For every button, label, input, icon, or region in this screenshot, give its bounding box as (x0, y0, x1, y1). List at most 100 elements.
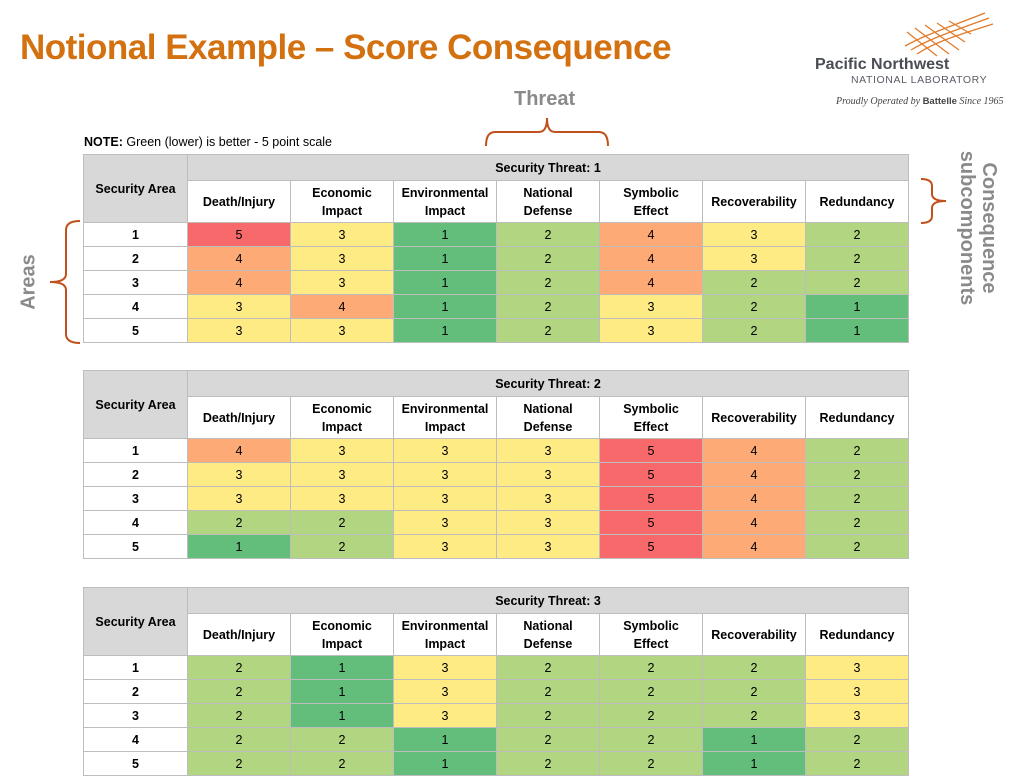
score-cell: 2 (496, 246, 600, 271)
score-cell: 2 (496, 318, 600, 343)
column-header-line: Symbolic (623, 618, 679, 633)
security-area-header: Security Area (83, 587, 188, 656)
score-cell: 3 (496, 534, 600, 559)
column-header-line: Symbolic (623, 401, 679, 416)
score-cell: 3 (290, 270, 394, 295)
score-cell: 1 (187, 534, 291, 559)
column-header-line: Redundancy (819, 627, 895, 642)
score-cell: 2 (496, 727, 600, 752)
score-cell: 2 (290, 727, 394, 752)
score-cell: 4 (702, 438, 806, 463)
score-cell: 3 (496, 510, 600, 535)
score-cell: 1 (393, 270, 497, 295)
consequence-annotation: Consequence subcomponents (956, 151, 1000, 305)
column-header-line: Effect (633, 419, 669, 434)
consequence-line1: Consequence (978, 162, 1000, 294)
score-cell: 1 (393, 751, 497, 776)
logo-operated-suffix: Since 1965 (959, 96, 1004, 107)
score-table-threat-2: Security Area Security Threat: 2 Death/Inj… (83, 370, 909, 559)
threat-header: Security Threat: 1 (187, 154, 909, 181)
score-cell: 2 (290, 510, 394, 535)
column-header-line: National (523, 185, 573, 200)
column-header-line: Defense (523, 203, 573, 218)
score-table-threat-3: Security Area Security Threat: 3 Death/Inj… (83, 587, 909, 776)
threat-header: Security Threat: 2 (187, 370, 909, 397)
security-area-cell: 3 (83, 703, 188, 728)
score-cell: 1 (393, 727, 497, 752)
score-cell: 2 (290, 751, 394, 776)
score-cell: 4 (187, 270, 291, 295)
score-cell: 2 (496, 270, 600, 295)
score-cell: 3 (805, 655, 909, 680)
score-cell: 3 (290, 318, 394, 343)
column-header-line: National (523, 401, 573, 416)
score-cell: 3 (393, 534, 497, 559)
score-cell: 5 (599, 486, 703, 511)
score-cell: 3 (393, 655, 497, 680)
security-area-cell: 2 (83, 462, 188, 487)
column-header: National Defense (496, 396, 600, 439)
column-header-line: Economic (312, 185, 372, 200)
column-header-line: Environmental (401, 618, 489, 633)
score-cell: 2 (187, 510, 291, 535)
security-area-cell: 1 (83, 438, 188, 463)
score-cell: 2 (496, 294, 600, 319)
score-cell: 3 (496, 462, 600, 487)
column-header: Symbolic Effect (599, 396, 703, 439)
column-header-line: Recoverability (711, 194, 797, 209)
score-cell: 2 (702, 294, 806, 319)
score-cell: 3 (393, 486, 497, 511)
areas-bracket (49, 220, 81, 344)
column-header: Death/Injury (187, 613, 291, 656)
score-cell: 1 (702, 751, 806, 776)
note-text: Green (lower) is better - 5 point scale (122, 135, 333, 149)
score-cell: 2 (496, 222, 600, 247)
column-header-line: Death/Injury (202, 194, 276, 209)
score-cell: 2 (702, 703, 806, 728)
score-cell: 3 (805, 703, 909, 728)
logo-operated-by: Proudly Operated by Battelle Since 1965 (836, 96, 1004, 107)
pnnl-swoosh-icon (904, 12, 994, 57)
score-table-threat-1: Security Area Security Threat: 1 Death/Inj… (83, 154, 909, 343)
logo-operated-brand: Battelle (922, 96, 957, 107)
score-cell: 3 (702, 222, 806, 247)
score-cell: 1 (805, 318, 909, 343)
score-cell: 1 (290, 703, 394, 728)
column-header-line: Defense (523, 419, 573, 434)
column-header-line: Impact (424, 419, 466, 434)
consequence-bracket (920, 178, 947, 224)
areas-annotation: Areas (17, 254, 40, 310)
security-area-cell: 5 (83, 534, 188, 559)
column-header: National Defense (496, 180, 600, 223)
security-area-cell: 4 (83, 294, 188, 319)
score-cell: 2 (599, 679, 703, 704)
column-header-line: Effect (633, 636, 669, 651)
logo-subtitle: NATIONAL LABORATORY (851, 74, 988, 86)
score-cell: 3 (290, 486, 394, 511)
security-area-cell: 2 (83, 246, 188, 271)
column-header-line: Redundancy (819, 410, 895, 425)
score-cell: 3 (187, 462, 291, 487)
score-cell: 1 (290, 679, 394, 704)
column-header: Redundancy (805, 396, 909, 439)
score-cell: 4 (599, 270, 703, 295)
security-area-cell: 4 (83, 727, 188, 752)
score-cell: 4 (599, 246, 703, 271)
column-header: Symbolic Effect (599, 180, 703, 223)
column-header-line: Defense (523, 636, 573, 651)
score-cell: 4 (187, 246, 291, 271)
column-header: Redundancy (805, 613, 909, 656)
score-cell: 5 (599, 510, 703, 535)
score-cell: 2 (496, 679, 600, 704)
column-header: Recoverability (702, 396, 806, 439)
score-cell: 2 (702, 318, 806, 343)
column-header-line: Impact (424, 636, 466, 651)
score-cell: 3 (187, 318, 291, 343)
